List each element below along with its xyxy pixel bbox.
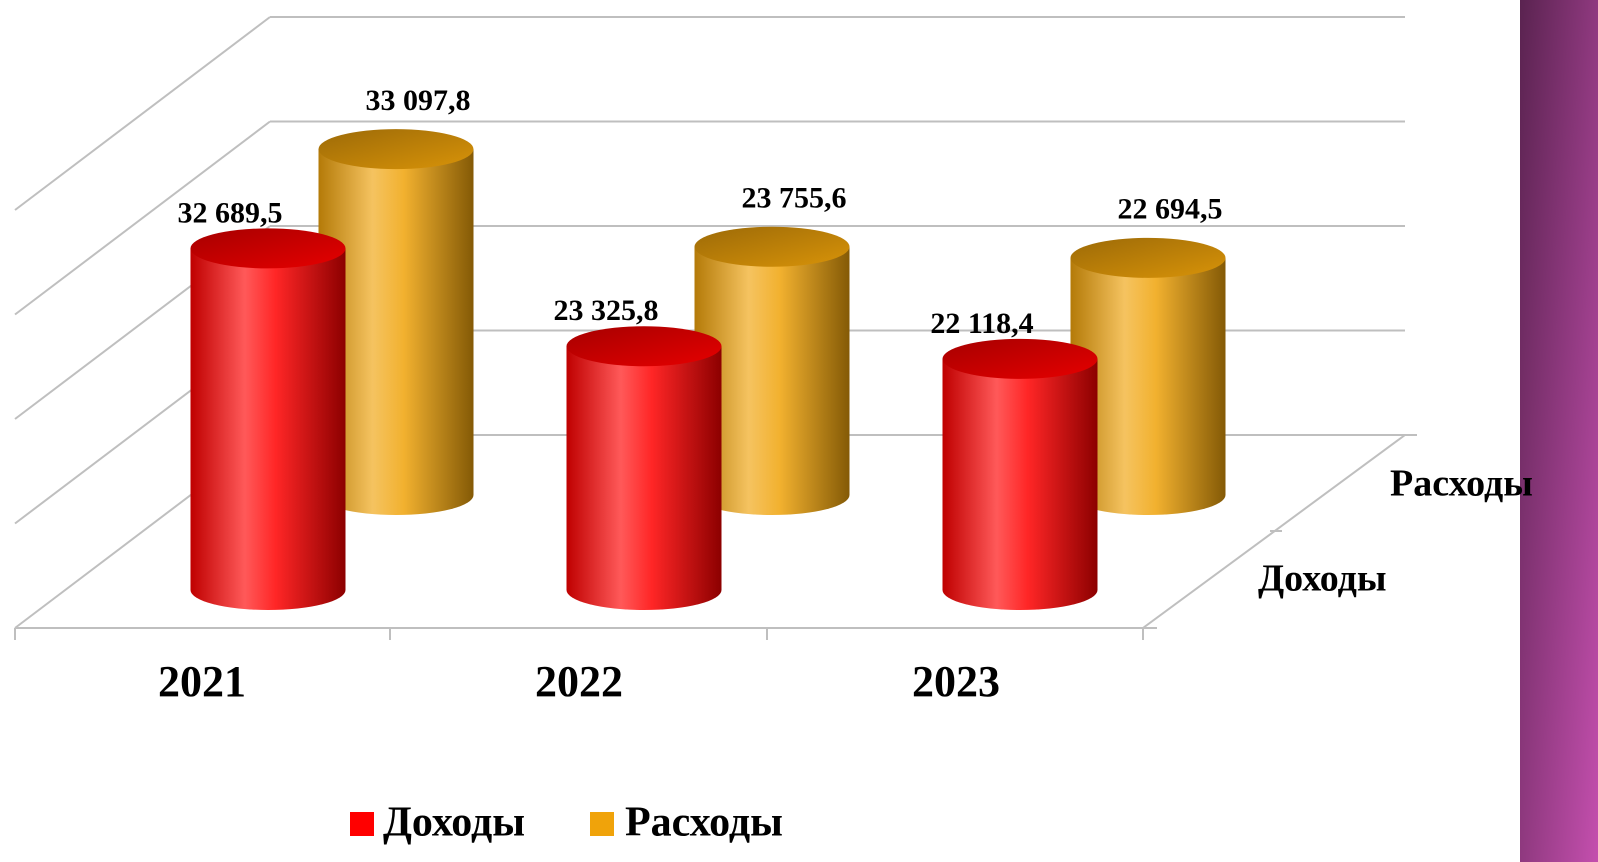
cylinder-top: [942, 338, 1098, 379]
cylinder-top: [318, 129, 474, 170]
value-label: 33 097,8: [366, 84, 471, 117]
value-label: 22 118,4: [930, 307, 1033, 340]
cylinder: [566, 346, 722, 610]
x-tick-label: 2023: [912, 657, 1000, 706]
cylinder: [1070, 257, 1226, 515]
cylinder: [694, 246, 850, 516]
legend-swatch: [350, 812, 374, 836]
cylinder-top: [1070, 237, 1226, 278]
grid-line: [14, 120, 271, 316]
value-label: 22 694,5: [1118, 193, 1223, 226]
legend-swatch: [590, 812, 614, 836]
depth-label: Расходы: [1390, 463, 1533, 505]
x-tick-label: 2022: [535, 657, 623, 706]
cylinder-top: [566, 326, 722, 367]
cylinder: [190, 248, 346, 611]
value-label: 32 689,5: [178, 196, 283, 229]
cylinder: [318, 149, 474, 515]
depth-label: Доходы: [1258, 558, 1387, 600]
cylinder-top: [190, 228, 346, 269]
value-label: 23 325,8: [554, 294, 659, 327]
value-label: 23 755,6: [742, 182, 847, 215]
cylinder: [942, 358, 1098, 610]
cylinder-top: [694, 226, 850, 267]
x-tick-label: 2021: [158, 657, 246, 706]
grid-line: [14, 16, 271, 211]
side-strip: [1520, 0, 1598, 862]
legend-label: Расходы: [625, 800, 783, 846]
legend-label: Доходы: [383, 800, 525, 846]
